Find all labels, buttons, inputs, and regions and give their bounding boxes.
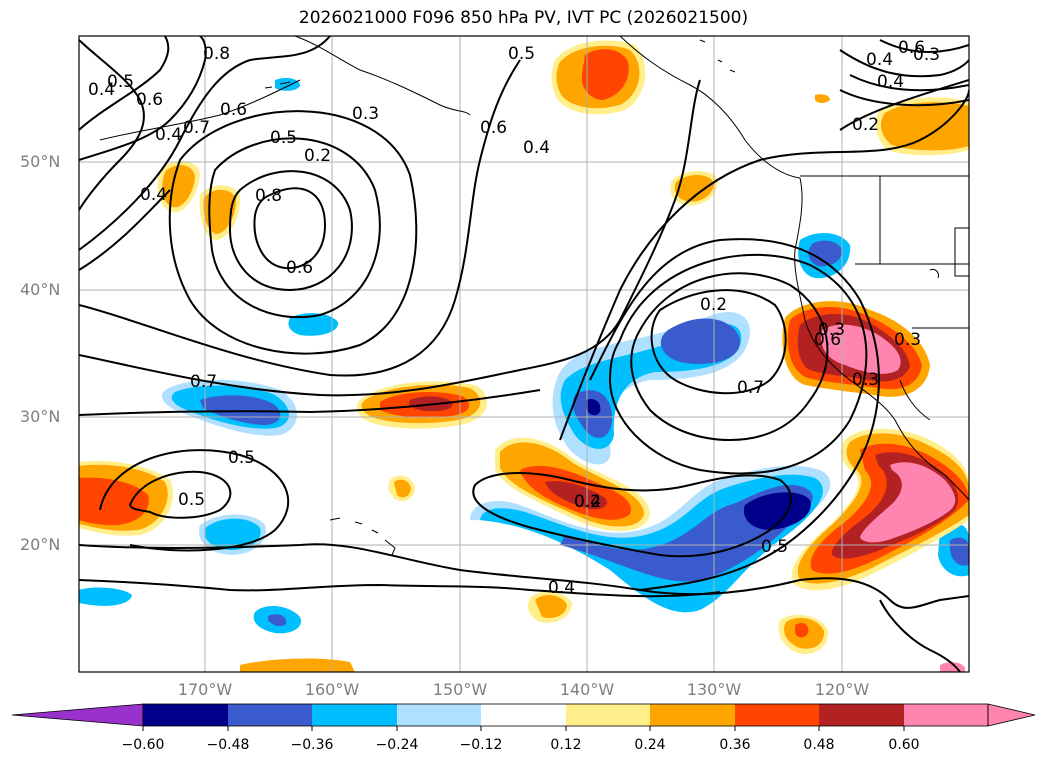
colorbar-bin: [312, 704, 397, 726]
colorbar-tick-label: −0.60: [121, 737, 165, 753]
map-title: 2026021000 F096 850 hPa PV, IVT PC (2026…: [298, 8, 749, 28]
lon-label: 140°W: [559, 680, 615, 699]
contour-label: 0.6: [136, 90, 164, 110]
contour-label: 0.3: [352, 104, 380, 124]
anomaly-shading: [79, 40, 969, 672]
contour-label: 0.5: [761, 537, 789, 557]
colorbar-tick-label: 0.48: [803, 737, 835, 753]
contour-label: 0.5: [228, 448, 256, 468]
pv-contours: [79, 36, 969, 672]
lat-label: 30°N: [20, 407, 61, 426]
contour-label: 0.7: [190, 372, 218, 392]
colorbar-tick-label: 0.12: [550, 737, 582, 753]
colorbar-over: [904, 704, 1035, 726]
colorbar-bin: [566, 704, 650, 726]
lon-label: 120°W: [814, 680, 870, 699]
lat-label: 50°N: [20, 152, 61, 171]
colorbar-tick-label: −0.12: [459, 737, 503, 753]
graticule: [79, 36, 969, 672]
contour-label: 0.3: [894, 330, 922, 350]
contour-label: 0.3: [818, 320, 846, 340]
contour-label: 0.4: [574, 492, 602, 512]
contour-label: 0.5: [107, 72, 135, 92]
contour-label: 0.6: [814, 330, 842, 350]
contour-label: 0.8: [203, 44, 231, 64]
contour-label: 0.8: [255, 186, 283, 206]
colorbar-bin: [735, 704, 819, 726]
contour-label: 0.7: [737, 378, 765, 398]
map-frame: [78, 35, 970, 673]
contour-label: 0.5: [508, 44, 536, 64]
colorbar-tick-label: 0.24: [634, 737, 666, 753]
colorbar-tick-label: 0.60: [888, 737, 920, 753]
lat-label: 40°N: [20, 280, 61, 299]
colorbar-tick-label: 0.36: [719, 737, 751, 753]
colorbar-under: [11, 703, 144, 727]
colorbar: [11, 703, 1036, 731]
contour-label: 0.5: [178, 490, 206, 510]
contour-label: 0.2: [574, 492, 602, 512]
contour-label: 0.4: [88, 80, 116, 100]
contour-label: 0.3: [913, 45, 941, 65]
colorbar-bin: [819, 704, 904, 726]
colorbar-bin: [650, 704, 735, 726]
contour-label: 0.4: [877, 72, 905, 92]
colorbar-tick-label: −0.36: [290, 737, 334, 753]
colorbar-bin: [143, 704, 228, 726]
contour-label: 0.3: [852, 370, 880, 390]
contour-label: 0.4: [866, 50, 894, 70]
contour-label: 0.6: [286, 258, 314, 278]
contour-label: 0.6: [898, 38, 926, 58]
lat-label: 20°N: [20, 535, 61, 554]
lon-label: 130°W: [686, 680, 742, 699]
lon-label: 170°W: [177, 680, 233, 699]
contour-label: 0.4: [548, 578, 576, 598]
colorbar-bin: [481, 704, 566, 726]
contour-label: 0.4: [140, 185, 168, 205]
contour-label: 0.2: [852, 115, 880, 135]
lon-label: 160°W: [304, 680, 360, 699]
contour-label: 0.4: [155, 125, 183, 145]
colorbar-bin: [228, 704, 312, 726]
contour-label: 0.5: [270, 128, 298, 148]
colorbar-tick-label: −0.48: [206, 737, 250, 753]
colorbar-tick-label: −0.24: [375, 737, 419, 753]
contour-label: 0.6: [220, 100, 248, 120]
contour-label: 0.4: [523, 138, 551, 158]
contour-label: 0.2: [304, 146, 332, 166]
contour-label: 0.7: [183, 118, 211, 138]
colorbar-bin: [397, 704, 481, 726]
contour-label: 0.6: [480, 118, 508, 138]
coastlines: [99, 36, 969, 556]
lon-label: 150°W: [432, 680, 488, 699]
contour-label: 0.2: [700, 295, 728, 315]
